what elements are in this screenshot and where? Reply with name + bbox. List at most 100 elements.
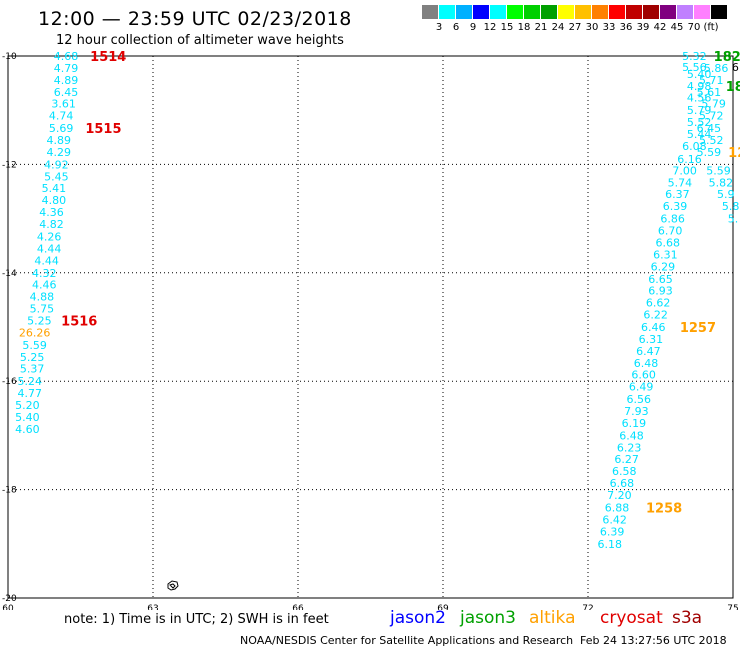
wave-height-value: 6.31 xyxy=(639,333,664,346)
legend-label: 70 xyxy=(687,22,701,33)
wave-height-value: 6.65 xyxy=(648,273,673,286)
legend-swatch xyxy=(456,5,472,19)
wave-height-value: 6.68 xyxy=(610,477,635,490)
wave-height-value: 5.40 xyxy=(15,411,40,424)
wave-height-value: 5.32 xyxy=(682,50,707,63)
wave-height-value: 6.56 xyxy=(627,393,652,406)
wave-height-value: 5.72 xyxy=(699,110,724,123)
wave-height-value: 5.82 xyxy=(709,176,734,189)
legend-swatch xyxy=(660,5,676,19)
legend-swatch xyxy=(626,5,642,19)
wave-height-value: 6.93 xyxy=(648,285,673,298)
wave-height-value: 6.16 xyxy=(677,153,702,166)
grid-lines xyxy=(8,56,733,598)
pass-label: 18 xyxy=(726,80,740,95)
y-tick-label: -12 xyxy=(2,160,17,170)
legend-label: 27 xyxy=(568,22,582,33)
legend-label: 21 xyxy=(534,22,548,33)
wave-height-value: 6.19 xyxy=(622,417,647,430)
wave-height-value: 5.9 xyxy=(717,188,735,201)
wave-height-value: 4.56 xyxy=(687,92,712,105)
pass-label: 1516 xyxy=(61,314,97,329)
wave-height-value: 6.62 xyxy=(646,297,671,310)
y-tick-label: -16 xyxy=(2,377,17,387)
wave-height-value: 4.26 xyxy=(37,230,62,243)
pass-label: 182 xyxy=(714,50,740,65)
wave-height-value: 5.25 xyxy=(20,351,45,364)
legend-swatch xyxy=(677,5,693,19)
generated-timestamp: Feb 24 13:27:56 UTC 2018 xyxy=(580,634,727,647)
wave-height-value: 6.31 xyxy=(653,248,678,261)
mission-jason2: jason2 xyxy=(390,608,446,628)
wave-height-value: 4.79 xyxy=(54,62,79,75)
legend-swatch xyxy=(711,5,727,19)
wave-height-value: 7.00 xyxy=(672,164,697,177)
legend-swatch xyxy=(592,5,608,19)
wave-height-value: 6.37 xyxy=(665,188,690,201)
wave-height-value: 5.52 xyxy=(699,134,724,147)
wave-height-value: 4.92 xyxy=(44,158,69,171)
wave-height-value: 6.58 xyxy=(612,465,637,478)
wave-height-value: 6.45 xyxy=(697,122,722,135)
y-tick-label: -10 xyxy=(2,52,17,62)
wave-height-value: 5.44 xyxy=(687,128,712,141)
wave-height-value: 26.26 xyxy=(19,326,51,339)
map-frame xyxy=(7,55,734,599)
wave-height-value: 6.48 xyxy=(619,429,644,442)
x-tick-label: 60 xyxy=(2,604,14,610)
note-text: note: 1) Time is in UTC; 2) SWH is in fe… xyxy=(64,612,329,627)
pass-labels: 1514 1515 1516 1257 1258 182 18 12 xyxy=(61,50,740,516)
x-tick-label: 75 xyxy=(727,604,738,610)
wave-height-value: 4.68 xyxy=(54,50,79,63)
legend-label: 24 xyxy=(551,22,565,33)
legend-label: 18 xyxy=(517,22,531,33)
wave-height-value: 7.20 xyxy=(607,489,632,502)
wave-height-value: 5.40 xyxy=(687,68,712,81)
legend-swatch xyxy=(422,5,438,19)
wave-height-value: 5.8 xyxy=(722,200,740,213)
wave-height-value: 4.60 xyxy=(15,423,40,436)
wave-height-value: 5.37 xyxy=(20,363,45,376)
x-tick-label: 66 xyxy=(292,604,304,610)
wave-height-value: 5.59 xyxy=(22,339,47,352)
wave-height-value: 5.79 xyxy=(687,104,712,117)
credit-text: NOAA/NESDIS Center for Satellite Applica… xyxy=(240,634,574,647)
mission-s3a: s3a xyxy=(672,608,703,628)
y-tick-label: -14 xyxy=(2,269,17,279)
wave-height-value: 5.25 xyxy=(27,314,52,327)
wave-height-value: 6.88 xyxy=(605,501,630,514)
pass-label: 1257 xyxy=(680,321,716,336)
wave-height-value: 6.46 xyxy=(641,321,666,334)
wave-height-value: 6.48 xyxy=(634,357,659,370)
wave-height-value: 5.69 xyxy=(49,122,74,135)
wave-height-value: 6.60 xyxy=(631,369,656,382)
legend-swatch xyxy=(643,5,659,19)
wave-height-value: 5.41 xyxy=(42,182,67,195)
wave-height-value: 4.77 xyxy=(18,387,43,400)
wave-height-value: 6.23 xyxy=(617,441,642,454)
pass-label: 1514 xyxy=(90,50,126,65)
wave-height-value: 4.36 xyxy=(39,206,64,219)
wave-height-value: 6.08 xyxy=(682,140,707,153)
map-title: 12:00 — 23:59 UTC 02/23/2018 xyxy=(38,8,352,30)
wave-height-value: 4.44 xyxy=(37,242,62,255)
pass-label: 12 xyxy=(728,146,740,161)
legend-label: 12 xyxy=(483,22,497,33)
wave-height-value: 5.75 xyxy=(30,303,55,316)
wave-height-value: 5.86 xyxy=(704,62,729,75)
wave-height-value: 4.44 xyxy=(34,254,59,267)
wave-height-value: 5.71 xyxy=(699,74,724,87)
wave-height-value: 5.52 xyxy=(687,116,712,129)
wave-height-value: 4.98 xyxy=(687,80,712,93)
legend-swatch xyxy=(490,5,506,19)
legend-swatch xyxy=(575,5,591,19)
y-tick-label: -20 xyxy=(2,594,17,604)
legend-swatch xyxy=(439,5,455,19)
wave-height-value: 5.45 xyxy=(44,170,69,183)
wave-height-value: 5.79 xyxy=(701,98,726,111)
axis-ticks: 60 63 66 69 72 75 -10 -12 -14 -16 -18 -20 xyxy=(2,52,739,610)
legend-swatch xyxy=(541,5,557,19)
legend-swatch xyxy=(524,5,540,19)
wave-height-value: 4.88 xyxy=(30,291,55,304)
legend-label: 30 xyxy=(585,22,599,33)
